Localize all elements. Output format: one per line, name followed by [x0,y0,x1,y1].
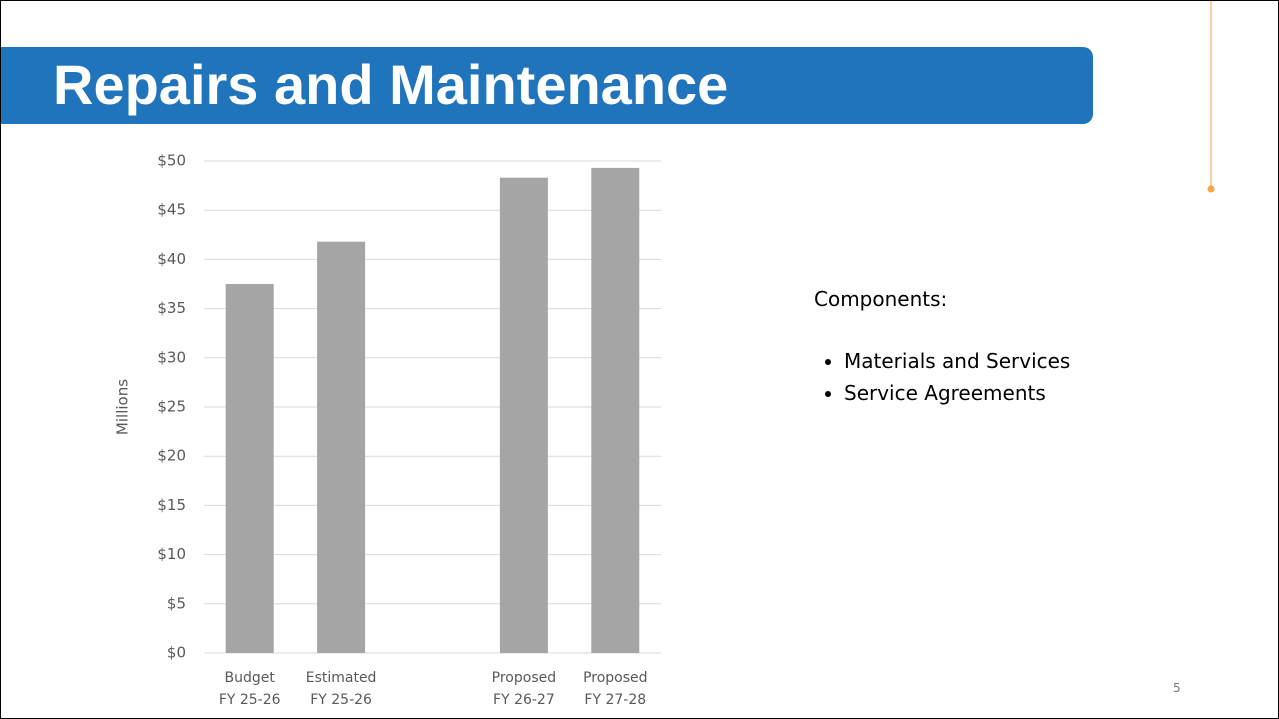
bar [225,284,274,653]
y-tick-label: $0 [167,644,186,662]
y-tick-label: $40 [157,250,186,268]
component-item: Materials and Services [844,345,1070,377]
y-tick-label: $30 [157,348,186,366]
components-heading: Components: [814,287,948,311]
x-tick-label: Budget FY 25-26 [218,670,281,708]
accent-dot [1207,185,1215,193]
y-tick-label: $25 [157,398,186,416]
component-item: Service Agreements [844,377,1070,409]
x-tick-label: Proposed FY 26-27 [491,670,557,708]
y-tick-label: $45 [157,201,186,219]
header-bar: Repairs and Maintenance [1,47,1093,124]
y-tick-label: $50 [157,152,186,170]
bar [499,177,548,653]
title: Repairs and Maintenance [53,53,729,116]
y-tick-label: $10 [157,545,186,563]
y-tick-label: $5 [167,594,186,612]
page-number: 5 [1173,681,1181,695]
x-tick-label: Proposed FY 27-28 [583,670,648,708]
bar [591,167,640,653]
y-tick-label: $15 [157,496,186,514]
components: Components: Materials and Services Servi… [814,287,1070,409]
components-list: Materials and Services Service Agreement… [814,345,1070,409]
y-tick-label: $35 [157,299,186,317]
y-tick-label: $20 [157,447,186,465]
y-axis-label: Millions [114,379,132,435]
chart: $0 $5 $10 $15 $20 $25 $30 $35 $40 $45 $50 Millions [114,152,661,662]
bar [317,241,366,654]
x-tick-label: Estimated FY 25-26 [305,670,377,708]
